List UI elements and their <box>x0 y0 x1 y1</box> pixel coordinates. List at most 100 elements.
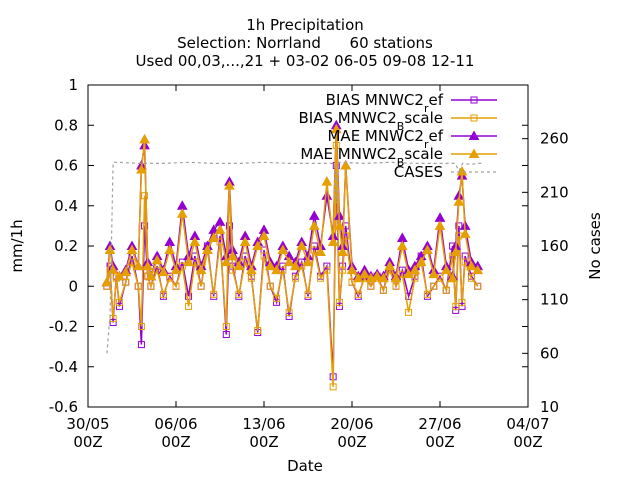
data-point <box>317 274 325 282</box>
data-point <box>147 282 155 290</box>
data-point <box>197 282 205 290</box>
chart-title: 1h Precipitation Selection: Norrland 60 … <box>136 16 475 70</box>
data-point <box>225 222 233 230</box>
data-point <box>132 260 144 271</box>
data-point <box>415 256 427 267</box>
data-point <box>178 258 186 266</box>
data-point <box>101 276 113 287</box>
title-line-3: Used 00,03,...,21 + 03-02 06-05 09-08 12… <box>136 52 475 70</box>
data-point <box>224 180 235 190</box>
data-point <box>458 298 466 306</box>
x-tick-label: 00Z <box>73 433 102 451</box>
data-point <box>137 341 145 349</box>
data-point <box>239 236 251 246</box>
data-point <box>298 262 306 270</box>
data-point <box>430 282 438 290</box>
data-point <box>153 266 161 274</box>
data-point <box>440 264 452 275</box>
data-point <box>461 258 469 266</box>
y-axis-label: mm/1h <box>8 219 26 272</box>
data-point <box>339 266 347 274</box>
x-tick-label: 00Z <box>337 433 366 451</box>
data-point <box>323 266 331 274</box>
data-point <box>233 260 245 271</box>
data-point <box>423 290 431 298</box>
data-point <box>277 244 289 255</box>
data-point <box>210 290 218 298</box>
legend-marker <box>470 96 478 104</box>
legend-label: MAE MNWC2Bscale <box>300 145 443 169</box>
data-point <box>330 123 342 134</box>
y-tick-label: 0.2 <box>54 237 78 255</box>
series-line <box>106 145 479 387</box>
data-point <box>139 133 150 144</box>
data-point <box>273 294 281 302</box>
data-point <box>141 192 149 200</box>
data-point <box>142 260 154 271</box>
data-point <box>302 256 314 267</box>
series-line <box>106 161 484 354</box>
data-point <box>467 274 475 282</box>
data-point <box>354 290 362 298</box>
data-point <box>185 302 193 310</box>
data-point <box>172 282 180 290</box>
data-point <box>459 228 471 238</box>
legend-label: CASES <box>394 163 443 181</box>
y2-tick-label: 210 <box>540 183 569 201</box>
data-point <box>348 278 356 286</box>
legend-label: BIAS MNWC2ref <box>326 91 444 115</box>
data-point <box>137 323 145 330</box>
data-point <box>337 246 348 257</box>
data-point <box>452 302 460 310</box>
data-point <box>258 230 270 240</box>
data-point <box>145 270 157 281</box>
data-point <box>208 232 220 242</box>
x-tick-label: 30/05 <box>66 415 109 433</box>
data-point <box>450 246 462 257</box>
data-point <box>109 314 117 322</box>
data-point <box>115 298 123 306</box>
x-tick-label: 06/06 <box>154 415 197 433</box>
data-point <box>285 312 293 320</box>
data-point <box>134 282 142 290</box>
data-point <box>202 244 213 255</box>
data-point <box>405 308 413 316</box>
data-point <box>434 220 446 230</box>
data-point <box>315 246 326 257</box>
y2-axis-label: No cases <box>586 212 604 280</box>
data-point <box>327 236 339 246</box>
data-point <box>246 264 257 275</box>
data-point <box>334 220 345 230</box>
y2-tick-label: 260 <box>540 130 569 148</box>
title-line-1: 1h Precipitation <box>246 16 364 34</box>
data-point <box>115 302 123 310</box>
data-point <box>235 290 243 298</box>
data-point <box>390 272 402 283</box>
data-point <box>185 292 193 300</box>
data-point <box>158 266 169 277</box>
data-point <box>371 270 383 281</box>
data-point <box>266 282 274 290</box>
legend-label: MAE MNWC2ref <box>327 127 443 151</box>
data-point <box>170 264 182 275</box>
data-point <box>466 260 477 271</box>
data-point <box>126 244 138 255</box>
data-point <box>310 246 318 254</box>
data-point <box>120 266 132 277</box>
data-point <box>136 164 147 174</box>
data-point <box>176 208 188 218</box>
y2-tick-label: 60 <box>540 344 559 362</box>
data-point <box>254 327 262 335</box>
data-point <box>279 262 287 270</box>
data-point <box>340 159 352 170</box>
legend-marker <box>468 130 480 140</box>
y-tick-label: -0.6 <box>49 398 78 416</box>
data-point <box>227 250 238 261</box>
x-tick-label: 20/06 <box>330 415 373 433</box>
data-point <box>222 323 230 330</box>
y-tick-label: 0.8 <box>54 116 78 134</box>
data-point <box>456 166 468 176</box>
y-tick-label: -0.2 <box>49 318 78 336</box>
series-layer <box>101 119 484 391</box>
